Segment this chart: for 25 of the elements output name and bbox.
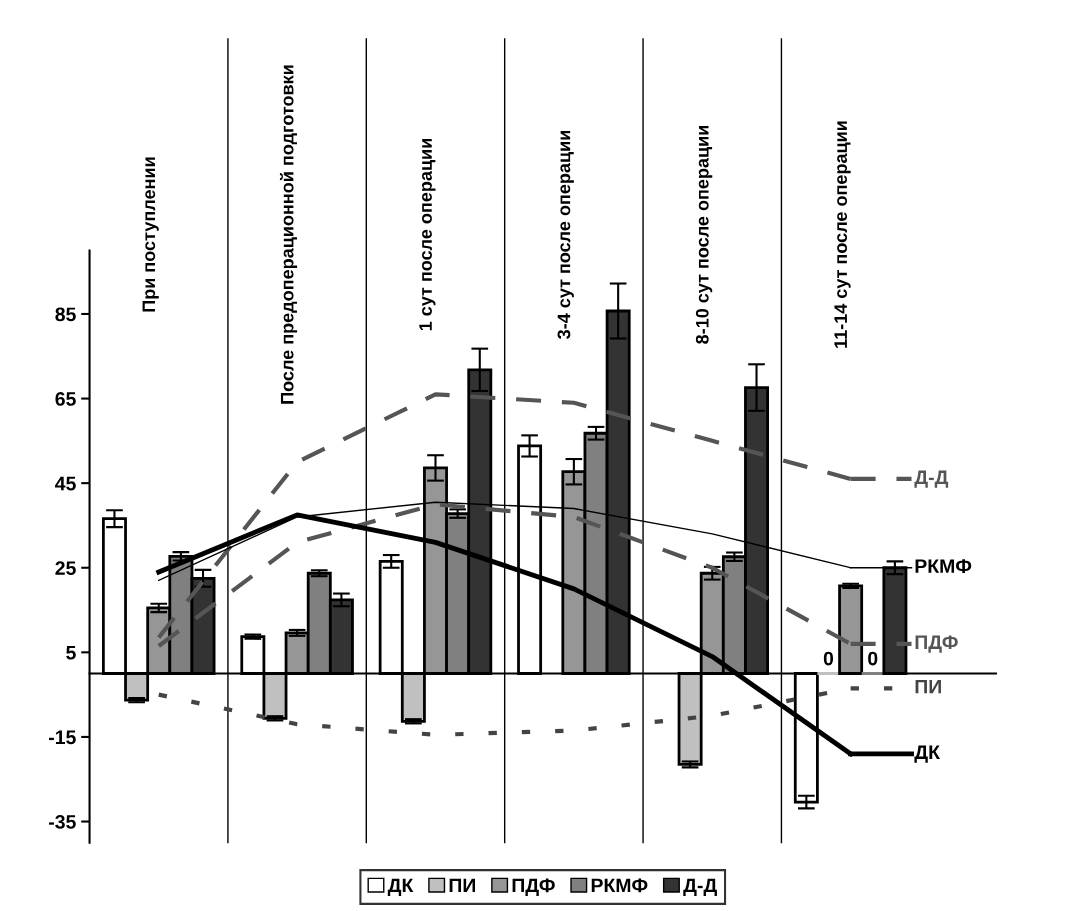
legend-label: ДК [387,878,414,896]
legend-label: ПИ [915,679,941,694]
data-label: 0 [868,651,878,666]
y-tick-label: 5 [66,646,76,660]
x-tick-label: При поступлении [142,157,159,312]
y-tick-label: -35 [49,814,76,829]
legend-label: ДК [914,745,941,763]
x-tick-label: 11-14 сут после операции [834,121,851,348]
legend-label: РКМФ [591,878,648,893]
y-tick-label: 85 [55,307,76,322]
legend-label: Д-Д [914,470,949,488]
legend-label: Д-Д [683,878,717,896]
legend-label: ПИ [449,878,476,893]
y-tick-label: 25 [55,561,76,575]
x-tick-label: 8-10 сут после операции [695,125,713,344]
x-tick-label: После предоперационной подготовки [279,65,298,404]
y-tick-label: 65 [55,392,76,406]
y-tick-label: 45 [55,476,76,491]
legend-label: ПДФ [512,878,555,896]
x-tick-label: 3-4 сут после операции [557,130,574,339]
x-tick-label: 1 сут после операции [419,139,436,331]
legend-label: ПДФ [915,635,958,653]
data-label: 0 [823,651,834,666]
legend-label: РКМФ [915,559,972,573]
y-tick-label: -15 [49,730,76,745]
